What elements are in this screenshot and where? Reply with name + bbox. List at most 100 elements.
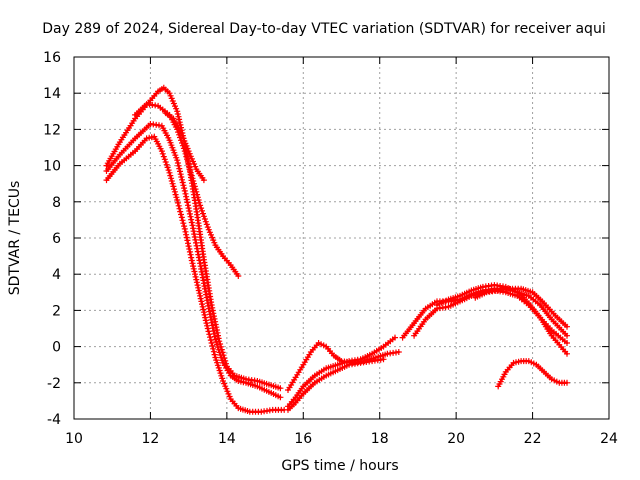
data-point	[174, 199, 181, 206]
data-point	[175, 162, 182, 169]
data-point	[180, 182, 187, 189]
data-point	[174, 157, 181, 164]
data-point	[564, 350, 570, 357]
data-point	[196, 199, 203, 206]
data-point	[193, 279, 200, 286]
data-point	[179, 179, 186, 186]
data-point	[207, 334, 213, 341]
data-point	[564, 340, 570, 346]
data-point	[165, 167, 172, 174]
y-tick-label: 0	[52, 340, 61, 356]
data-point	[162, 159, 169, 165]
y-tick-label: 4	[52, 267, 61, 283]
data-point	[177, 208, 184, 215]
data-point	[181, 225, 188, 232]
series-line	[412, 289, 569, 345]
x-tick-label: 10	[65, 431, 83, 447]
data-point	[564, 379, 570, 386]
data-point	[169, 180, 176, 187]
data-point	[191, 180, 197, 187]
data-point	[176, 205, 183, 212]
series-arc-5	[162, 110, 207, 184]
data-point	[181, 223, 188, 230]
x-tick-label: 24	[600, 431, 618, 447]
data-point	[186, 210, 193, 217]
y-tick-label: -2	[47, 376, 61, 392]
gridlines	[74, 57, 609, 419]
series-arc-11	[434, 282, 570, 357]
data-point	[217, 370, 224, 377]
data-point	[159, 150, 166, 157]
data-point	[530, 360, 537, 367]
data-point	[193, 188, 200, 195]
data-point	[178, 174, 185, 180]
data-point	[161, 156, 168, 163]
data-point	[202, 218, 209, 225]
data-point	[195, 287, 202, 294]
data-point	[204, 325, 211, 332]
data-point	[188, 219, 195, 226]
data-point	[200, 213, 207, 220]
data-point	[380, 356, 387, 363]
data-point	[185, 243, 192, 250]
series-arc-3	[103, 133, 288, 415]
data-point	[167, 172, 174, 179]
data-point	[190, 265, 197, 272]
data-point	[163, 161, 170, 168]
data-point	[181, 185, 188, 192]
data-point	[208, 340, 215, 346]
series-arc-8	[285, 356, 387, 413]
data-point	[199, 301, 205, 308]
data-point	[217, 352, 224, 358]
data-point	[194, 194, 201, 201]
data-point	[202, 317, 209, 324]
data-point	[207, 337, 214, 344]
data-point	[178, 211, 184, 218]
data-point	[211, 351, 218, 358]
x-tick-label: 12	[142, 431, 160, 447]
data-point	[198, 205, 205, 212]
data-point	[186, 164, 193, 171]
data-point	[173, 194, 180, 201]
data-point	[190, 178, 197, 184]
data-point	[170, 183, 177, 190]
y-tick-label: -4	[47, 412, 61, 428]
x-tick-labels: 10 12 14 16 18 20 22 24	[65, 431, 618, 447]
y-tick-label: 8	[52, 195, 61, 211]
data-point	[174, 160, 181, 166]
data-point	[160, 153, 167, 160]
y-tick-label: 12	[43, 122, 61, 138]
data-series	[103, 84, 570, 415]
x-tick-label: 18	[371, 431, 389, 447]
series-arc-10	[411, 287, 570, 346]
y-tick-label: 2	[52, 303, 61, 319]
data-point	[183, 234, 190, 241]
data-point	[164, 164, 171, 171]
data-point	[174, 197, 181, 203]
data-point	[158, 148, 165, 155]
data-point	[200, 210, 206, 217]
y-tick-label: 10	[43, 159, 61, 175]
data-point	[191, 183, 198, 190]
data-point	[277, 385, 284, 392]
plot-frame	[73, 56, 610, 420]
data-point	[185, 205, 192, 212]
data-point	[172, 191, 179, 198]
data-point	[175, 202, 182, 209]
data-point	[166, 169, 173, 176]
y-tick-labels: -4 -2 0 2 4 6 8 10 12 14 16	[43, 50, 61, 428]
data-point	[209, 342, 216, 349]
data-point	[179, 176, 185, 183]
series-arc-13	[495, 358, 570, 390]
y-tick-label: 14	[43, 86, 61, 102]
data-point	[188, 257, 195, 264]
data-point	[201, 216, 208, 222]
data-point	[277, 394, 284, 401]
data-point	[206, 331, 213, 338]
data-point	[189, 175, 196, 182]
data-point	[168, 175, 175, 182]
data-point	[192, 186, 199, 193]
data-point	[187, 169, 194, 176]
data-point	[176, 119, 183, 126]
data-point	[197, 202, 204, 209]
